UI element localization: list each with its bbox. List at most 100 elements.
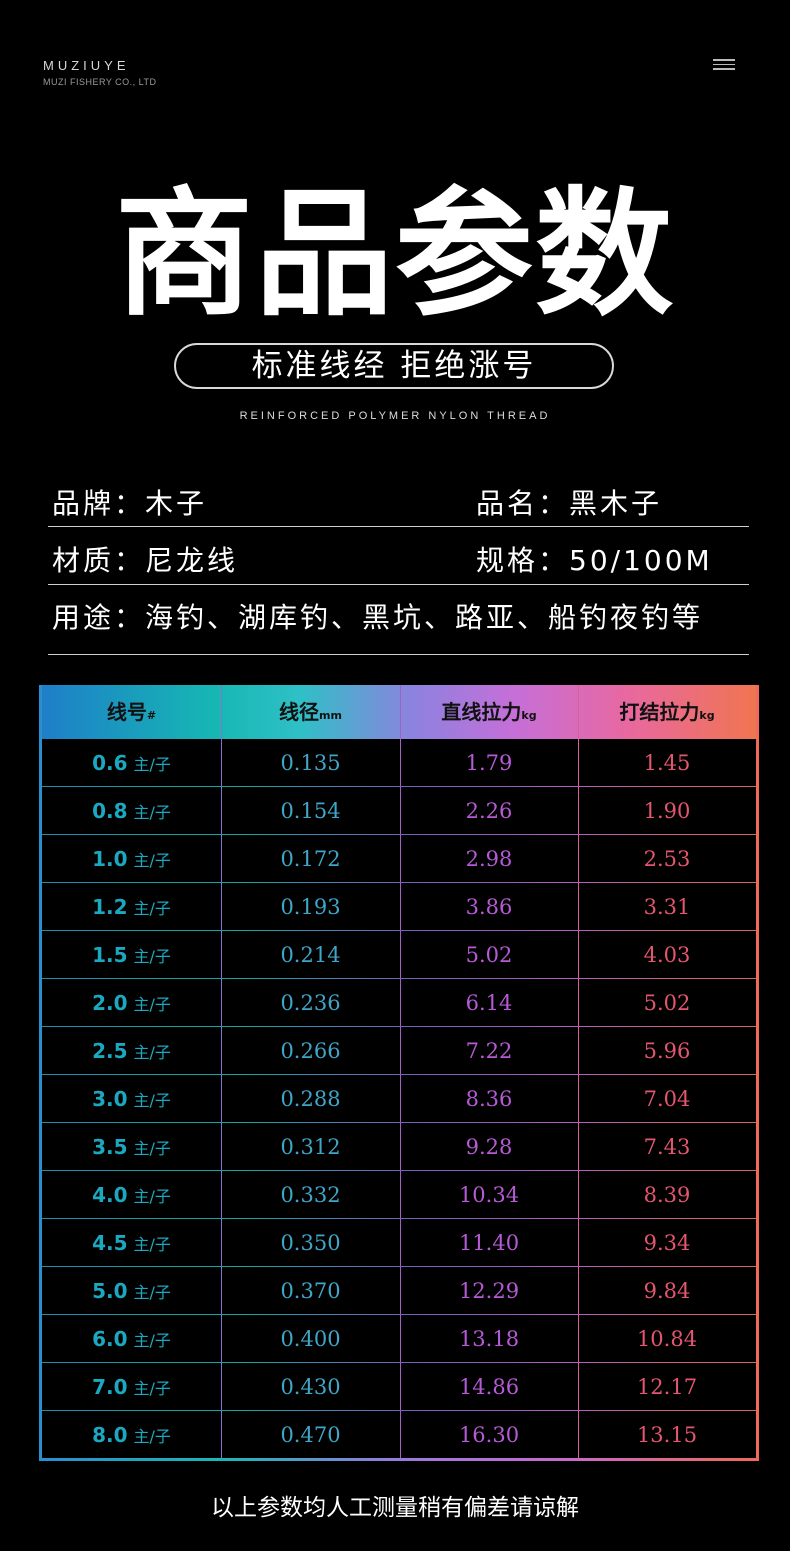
- cell-knot-tension: 3.31: [643, 895, 691, 919]
- cell-diameter: 0.288: [280, 1087, 341, 1111]
- row-divider: [42, 1170, 756, 1171]
- cell-knot-tension: 8.39: [643, 1183, 691, 1207]
- cell-knot-tension: 2.53: [643, 847, 691, 871]
- cell-line-number: 1.0 主/子: [92, 847, 171, 871]
- cell-line-number: 0.8 主/子: [92, 799, 171, 823]
- cell-line-number: 4.5 主/子: [92, 1231, 171, 1255]
- cell-knot-tension: 5.02: [643, 991, 691, 1015]
- cell-knot-tension: 9.84: [643, 1279, 691, 1303]
- header-line-number: 线号#: [106, 700, 157, 724]
- column-divider: [221, 685, 222, 1458]
- column-divider: [400, 685, 401, 1458]
- cell-straight-tension: 1.79: [465, 751, 513, 775]
- footer-note: 以上参数均人工测量稍有偏差请谅解: [211, 1495, 579, 1521]
- cell-line-number: 8.0 主/子: [92, 1423, 171, 1447]
- table-header: 线号# 线径mm 直线拉力kg 打结拉力kg: [42, 685, 756, 739]
- row-divider: [42, 1266, 756, 1267]
- cell-line-number: 1.2 主/子: [92, 895, 171, 919]
- cell-line-number: 3.0 主/子: [92, 1087, 171, 1111]
- hamburger-menu-icon[interactable]: [713, 59, 735, 71]
- cell-straight-tension: 9.28: [465, 1135, 513, 1159]
- cell-knot-tension: 7.04: [643, 1087, 691, 1111]
- cell-line-number: 7.0 主/子: [92, 1375, 171, 1399]
- cell-diameter: 0.193: [280, 895, 341, 919]
- cell-straight-tension: 16.30: [458, 1423, 520, 1447]
- cell-straight-tension: 2.26: [465, 799, 513, 823]
- cell-diameter: 0.154: [280, 799, 341, 823]
- brand-label: 品牌：: [52, 487, 146, 520]
- header-diameter: 线径mm: [279, 700, 342, 724]
- material-value: 尼龙线: [145, 544, 239, 577]
- cell-line-number: 1.5 主/子: [92, 943, 171, 967]
- cell-straight-tension: 11.40: [458, 1231, 520, 1255]
- cell-line-number: 4.0 主/子: [92, 1183, 171, 1207]
- cell-knot-tension: 1.45: [643, 751, 691, 775]
- cell-line-number: 6.0 主/子: [92, 1327, 171, 1351]
- cell-diameter: 0.400: [280, 1327, 341, 1351]
- brand-logo: MUZIUYE MUZI FISHERY CO., LTD: [43, 58, 157, 87]
- row-divider: [42, 786, 756, 787]
- row-divider: [42, 1362, 756, 1363]
- divider: [48, 584, 749, 585]
- row-divider: [42, 978, 756, 979]
- row-divider: [42, 1026, 756, 1027]
- cell-straight-tension: 12.29: [458, 1279, 520, 1303]
- row-divider: [42, 1074, 756, 1075]
- cell-straight-tension: 2.98: [465, 847, 513, 871]
- spec-table: 线号# 线径mm 直线拉力kg 打结拉力kg 0.6 主/子 0.135 1.79 1.…: [39, 685, 759, 1461]
- row-divider: [42, 1410, 756, 1411]
- cell-knot-tension: 5.96: [643, 1039, 691, 1063]
- product-name-value: 黑木子: [569, 487, 663, 520]
- cell-diameter: 0.214: [280, 943, 341, 967]
- cell-knot-tension: 13.15: [636, 1423, 698, 1447]
- cell-diameter: 0.266: [280, 1039, 341, 1063]
- divider: [48, 654, 749, 655]
- size-value: 50/100M: [569, 544, 713, 577]
- cell-straight-tension: 10.34: [458, 1183, 520, 1207]
- size-label: 规格：: [476, 544, 570, 577]
- cell-line-number: 5.0 主/子: [92, 1279, 171, 1303]
- cell-diameter: 0.430: [280, 1375, 341, 1399]
- row-divider: [42, 882, 756, 883]
- header-straight-tension: 直线拉力kg: [441, 700, 537, 724]
- header-knot-tension: 打结拉力kg: [619, 700, 715, 724]
- cell-straight-tension: 13.18: [458, 1327, 520, 1351]
- brand-subtitle: MUZI FISHERY CO., LTD: [43, 77, 157, 87]
- spec-table-body: 线号# 线径mm 直线拉力kg 打结拉力kg 0.6 主/子 0.135 1.79 1.…: [42, 685, 756, 1458]
- brand-value: 木子: [145, 487, 208, 520]
- cell-straight-tension: 6.14: [465, 991, 513, 1015]
- cell-straight-tension: 5.02: [465, 943, 513, 967]
- cell-diameter: 0.332: [280, 1183, 341, 1207]
- cell-straight-tension: 14.86: [458, 1375, 520, 1399]
- cell-diameter: 0.370: [280, 1279, 341, 1303]
- cell-diameter: 0.470: [280, 1423, 341, 1447]
- cell-diameter: 0.350: [280, 1231, 341, 1255]
- cell-line-number: 2.0 主/子: [92, 991, 171, 1015]
- cell-diameter: 0.236: [280, 991, 341, 1015]
- cell-straight-tension: 7.22: [465, 1039, 513, 1063]
- usage-value: 海钓、湖库钓、黑坑、路亚、船钓夜钓等: [145, 601, 704, 634]
- cell-knot-tension: 9.34: [643, 1231, 691, 1255]
- column-divider: [578, 685, 579, 1458]
- cell-line-number: 2.5 主/子: [92, 1039, 171, 1063]
- row-divider: [42, 930, 756, 931]
- cell-line-number: 0.6 主/子: [92, 751, 171, 775]
- cell-knot-tension: 10.84: [636, 1327, 698, 1351]
- cell-line-number: 3.5 主/子: [92, 1135, 171, 1159]
- brand-name: MUZIUYE: [43, 58, 130, 73]
- row-divider: [42, 1314, 756, 1315]
- cell-knot-tension: 1.90: [643, 799, 691, 823]
- cell-knot-tension: 7.43: [643, 1135, 691, 1159]
- cell-diameter: 0.172: [280, 847, 341, 871]
- cell-diameter: 0.312: [280, 1135, 341, 1159]
- english-subtitle: REINFORCED POLYMER NYLON THREAD: [239, 410, 551, 422]
- cell-knot-tension: 12.17: [636, 1375, 698, 1399]
- row-divider: [42, 1218, 756, 1219]
- row-divider: [42, 1122, 756, 1123]
- divider: [48, 526, 749, 527]
- product-name-label: 品名：: [476, 487, 570, 520]
- cell-diameter: 0.135: [280, 751, 341, 775]
- row-divider: [42, 834, 756, 835]
- usage-label: 用途：: [52, 601, 146, 634]
- cell-straight-tension: 3.86: [465, 895, 513, 919]
